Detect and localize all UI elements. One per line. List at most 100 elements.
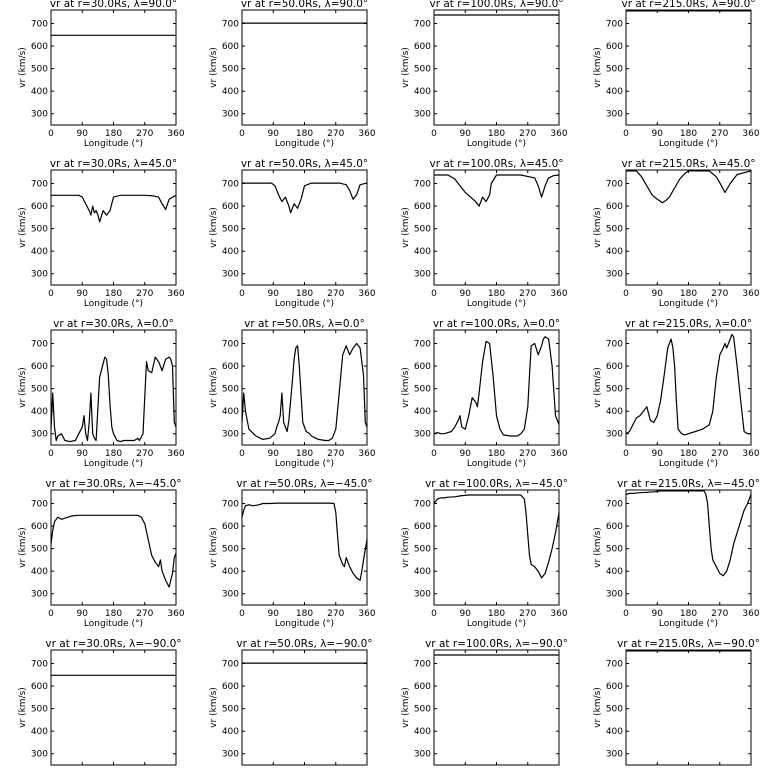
- panel-14: vr at r=50.0Rs, λ=−45.0° 0 90 180 270 360 300 4…: [209, 478, 376, 629]
- y-axis-label: vr (km/s): [593, 527, 603, 568]
- x-tick-label: 270: [519, 129, 536, 139]
- panel-title: vr at r=100.0Rs, λ=−90.0°: [425, 638, 568, 650]
- panel-5: vr at r=30.0Rs, λ=45.0° 0 90 180 270 360 300 40…: [18, 158, 185, 309]
- plot-frame: [625, 329, 752, 446]
- y-tick-label: 600: [31, 202, 48, 212]
- y-tick-label: 400: [606, 407, 623, 417]
- x-tick-label: 270: [519, 609, 536, 619]
- y-axis-label: vr (km/s): [593, 47, 603, 88]
- x-tick-label: 270: [711, 609, 728, 619]
- x-tick-label: 90: [652, 289, 664, 299]
- x-tick-label: 180: [488, 129, 505, 139]
- x-axis-label: Longitude (°): [84, 459, 143, 469]
- x-axis-label: Longitude (°): [84, 139, 143, 149]
- y-tick-label: 300: [31, 750, 48, 760]
- plot-frame: [50, 489, 177, 606]
- y-tick-label: 400: [31, 567, 48, 577]
- panel-15: vr at r=100.0Rs, λ=−45.0° 0 90 180 270 360 300…: [401, 478, 568, 629]
- plot-frame: [433, 329, 560, 446]
- x-axis-label: Longitude (°): [275, 299, 334, 309]
- panel-title: vr at r=30.0Rs, λ=45.0°: [50, 158, 177, 170]
- y-tick-label: 300: [414, 110, 431, 120]
- y-axis-label: vr (km/s): [18, 527, 28, 568]
- x-tick-label: 360: [167, 129, 184, 139]
- y-tick-label: 700: [606, 340, 623, 350]
- x-axis-label: Longitude (°): [659, 459, 718, 469]
- series-line: [50, 356, 177, 443]
- x-tick-label: 270: [327, 449, 344, 459]
- y-tick-label: 500: [606, 385, 623, 395]
- panel-8: vr at r=215.0Rs, λ=45.0° 0 90 180 270 360 300 4…: [593, 158, 760, 309]
- x-tick-label: 180: [296, 449, 313, 459]
- x-tick-label: 180: [296, 289, 313, 299]
- plot-frame: [433, 9, 560, 126]
- series-line: [241, 342, 368, 442]
- y-axis-label: vr (km/s): [401, 47, 411, 88]
- x-tick-label: 180: [105, 129, 122, 139]
- x-tick-label: 270: [519, 289, 536, 299]
- y-tick-label: 500: [222, 225, 239, 235]
- x-tick-label: 0: [623, 129, 629, 139]
- y-tick-label: 400: [31, 87, 48, 97]
- x-tick-label: 180: [296, 129, 313, 139]
- y-tick-label: 700: [414, 180, 431, 190]
- series-line: [241, 502, 368, 581]
- x-axis-label: Longitude (°): [275, 139, 334, 149]
- panel-title: vr at r=215.0Rs, λ=−45.0°: [617, 478, 760, 490]
- x-tick-label: 360: [742, 129, 759, 139]
- y-tick-label: 600: [414, 362, 431, 372]
- x-tick-label: 270: [711, 289, 728, 299]
- y-tick-label: 300: [606, 750, 623, 760]
- x-axis-label: Longitude (°): [467, 139, 526, 149]
- x-tick-label: 90: [268, 449, 280, 459]
- x-tick-label: 180: [296, 609, 313, 619]
- x-tick-label: 270: [327, 129, 344, 139]
- y-tick-label: 300: [222, 110, 239, 120]
- series-line: [433, 336, 560, 437]
- x-tick-label: 360: [167, 449, 184, 459]
- y-axis-label: vr (km/s): [401, 367, 411, 408]
- y-axis-label: vr (km/s): [209, 207, 219, 248]
- x-tick-label: 270: [711, 129, 728, 139]
- y-tick-label: 600: [222, 202, 239, 212]
- y-tick-label: 700: [414, 500, 431, 510]
- x-tick-label: 90: [652, 609, 664, 619]
- x-tick-label: 270: [327, 289, 344, 299]
- y-tick-label: 400: [414, 567, 431, 577]
- y-tick-label: 300: [606, 590, 623, 600]
- y-tick-label: 300: [31, 270, 48, 280]
- y-tick-label: 400: [414, 407, 431, 417]
- x-axis-label: Longitude (°): [275, 619, 334, 629]
- y-tick-label: 500: [414, 705, 431, 715]
- x-tick-label: 90: [460, 449, 472, 459]
- y-tick-label: 300: [606, 430, 623, 440]
- y-tick-label: 600: [606, 362, 623, 372]
- x-tick-label: 360: [167, 289, 184, 299]
- y-tick-label: 300: [414, 750, 431, 760]
- y-tick-label: 600: [222, 362, 239, 372]
- y-tick-label: 400: [606, 567, 623, 577]
- series-line: [242, 182, 368, 214]
- plot-frame: [625, 649, 752, 766]
- x-tick-label: 0: [239, 129, 245, 139]
- y-tick-label: 500: [31, 65, 48, 75]
- y-tick-label: 700: [606, 500, 623, 510]
- y-tick-label: 500: [222, 385, 239, 395]
- x-tick-label: 0: [431, 129, 437, 139]
- y-tick-label: 400: [414, 87, 431, 97]
- x-axis-label: Longitude (°): [84, 299, 143, 309]
- x-tick-label: 180: [488, 609, 505, 619]
- x-tick-label: 90: [460, 289, 472, 299]
- y-axis-label: vr (km/s): [209, 47, 219, 88]
- x-tick-label: 90: [77, 289, 89, 299]
- x-tick-label: 180: [105, 609, 122, 619]
- x-tick-label: 0: [48, 609, 54, 619]
- plot-frame: [241, 489, 368, 606]
- y-tick-label: 700: [606, 20, 623, 30]
- y-tick-label: 400: [606, 727, 623, 737]
- panel-18: vr at r=50.0Rs, λ=−90.0°0901802703603004…: [209, 638, 373, 766]
- panel-20: vr at r=215.0Rs, λ=−90.0°090180270360300…: [593, 638, 760, 766]
- y-tick-label: 700: [414, 660, 431, 670]
- y-tick-label: 500: [31, 705, 48, 715]
- y-tick-label: 400: [31, 247, 48, 257]
